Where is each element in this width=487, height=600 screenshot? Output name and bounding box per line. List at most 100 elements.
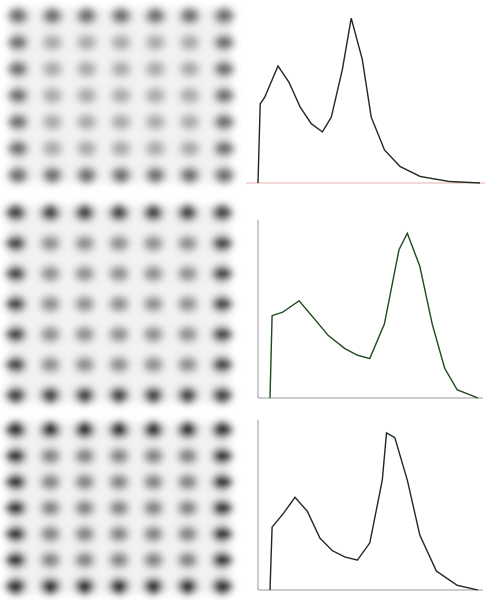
grid-spot bbox=[214, 87, 234, 104]
grid-spot bbox=[74, 387, 95, 403]
grid-spot bbox=[109, 474, 129, 490]
grid-spot bbox=[109, 296, 129, 312]
grid-spot bbox=[109, 422, 129, 438]
grid-spot bbox=[143, 474, 164, 490]
grid-spot bbox=[145, 114, 166, 130]
grid-spot bbox=[8, 8, 28, 24]
grid-spot bbox=[109, 387, 129, 403]
grid-spot bbox=[143, 526, 164, 542]
grid-spot bbox=[109, 448, 129, 464]
grid-spot bbox=[111, 34, 131, 51]
grid-spot bbox=[6, 422, 26, 438]
grid-spot bbox=[109, 356, 129, 373]
grid-spot bbox=[74, 422, 95, 438]
grid-spot bbox=[42, 34, 63, 51]
grid-spot bbox=[6, 448, 26, 464]
grid-spot bbox=[40, 326, 61, 343]
grid-spot bbox=[42, 140, 63, 157]
grid-spot bbox=[76, 167, 97, 183]
histogram-line bbox=[269, 231, 479, 399]
grid-spot bbox=[212, 296, 232, 312]
grid-spot bbox=[212, 422, 232, 438]
grid-spot bbox=[6, 205, 26, 221]
histograms bbox=[246, 18, 485, 591]
grid-spot bbox=[212, 205, 232, 221]
grid-spot bbox=[143, 552, 164, 568]
grid-spot bbox=[6, 326, 26, 343]
grid-spot bbox=[145, 167, 166, 183]
grid-spot bbox=[40, 500, 61, 516]
grid-spot bbox=[212, 356, 232, 373]
grid-spot bbox=[109, 326, 129, 343]
histogram-line bbox=[257, 18, 481, 184]
grid-spot bbox=[177, 474, 198, 490]
grid-spot bbox=[8, 140, 28, 157]
grid-spot bbox=[76, 140, 97, 157]
grid-spot bbox=[42, 8, 63, 24]
grid-spot bbox=[177, 235, 198, 252]
grid-spot bbox=[40, 235, 61, 252]
image-panel bbox=[8, 8, 234, 183]
grid-spot bbox=[8, 34, 28, 51]
grid-spot bbox=[212, 552, 232, 568]
grid-spot bbox=[177, 422, 198, 438]
grid-spot bbox=[212, 387, 232, 403]
grid-spot bbox=[40, 296, 61, 312]
grid-spot bbox=[74, 205, 95, 221]
grid-spot bbox=[145, 140, 166, 157]
grid-spot bbox=[109, 205, 129, 221]
grid-spot bbox=[74, 526, 95, 542]
grid-spot bbox=[111, 87, 131, 104]
grid-spot bbox=[143, 578, 164, 594]
grid-spot bbox=[6, 387, 26, 403]
grid-spot bbox=[214, 61, 234, 77]
grid-spot bbox=[109, 526, 129, 542]
grid-spot bbox=[212, 500, 232, 516]
grid-spot bbox=[109, 235, 129, 252]
grid-spot bbox=[6, 296, 26, 312]
grid-spot bbox=[143, 235, 164, 252]
grid-spot bbox=[74, 578, 95, 594]
grid-spot bbox=[6, 235, 26, 252]
grid-spot bbox=[177, 526, 198, 542]
grid-spot bbox=[212, 265, 232, 282]
grid-spot bbox=[111, 8, 131, 24]
grid-spot bbox=[6, 356, 26, 373]
grid-spot bbox=[214, 140, 234, 157]
grid-spot bbox=[74, 448, 95, 464]
grid-spot bbox=[40, 526, 61, 542]
grid-spot bbox=[111, 61, 131, 77]
grid-spot bbox=[40, 474, 61, 490]
grid-spot bbox=[76, 8, 97, 24]
grid-spot bbox=[8, 87, 28, 104]
grid-spot bbox=[143, 326, 164, 343]
grid-spot bbox=[6, 552, 26, 568]
grid-spot bbox=[143, 448, 164, 464]
grid-spot bbox=[143, 205, 164, 221]
grid-spot bbox=[40, 356, 61, 373]
grid-spot bbox=[179, 87, 200, 104]
grid-spot bbox=[40, 205, 61, 221]
grid-spot bbox=[74, 265, 95, 282]
grid-spot bbox=[177, 578, 198, 594]
grid-spot bbox=[6, 265, 26, 282]
grid-spot bbox=[179, 61, 200, 77]
grid-spot bbox=[8, 114, 28, 130]
grid-spot bbox=[76, 61, 97, 77]
grid-spot bbox=[40, 422, 61, 438]
grid-spot bbox=[8, 167, 28, 183]
grid-spot bbox=[143, 356, 164, 373]
grid-spot bbox=[212, 474, 232, 490]
grid-spot bbox=[76, 114, 97, 130]
grid-spot bbox=[212, 235, 232, 252]
grid-spot bbox=[143, 422, 164, 438]
grid-spot bbox=[214, 167, 234, 183]
grid-spot bbox=[40, 387, 61, 403]
grid-spot bbox=[111, 167, 131, 183]
grid-spot bbox=[42, 87, 63, 104]
grid-spot bbox=[179, 114, 200, 130]
grid-spot bbox=[40, 552, 61, 568]
grid-spot bbox=[214, 114, 234, 130]
grid-spot bbox=[143, 500, 164, 516]
